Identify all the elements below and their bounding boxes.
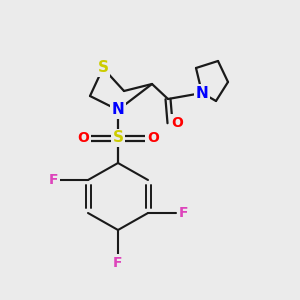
Text: F: F — [113, 256, 123, 270]
Text: O: O — [171, 116, 183, 130]
Text: S: S — [98, 61, 109, 76]
Text: S: S — [112, 130, 124, 146]
Text: F: F — [179, 206, 189, 220]
Text: N: N — [112, 103, 124, 118]
Text: O: O — [77, 131, 89, 145]
Text: N: N — [196, 85, 208, 100]
Text: F: F — [49, 173, 59, 187]
Text: O: O — [147, 131, 159, 145]
